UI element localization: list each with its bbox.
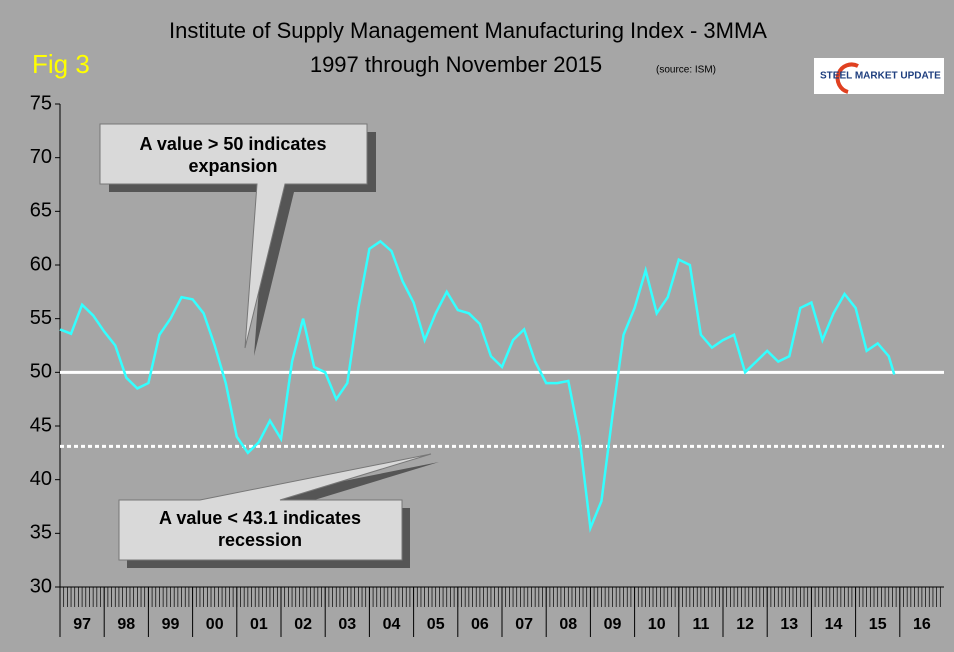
x-tick-label: 13 — [780, 616, 798, 633]
x-tick-label: 16 — [913, 616, 931, 633]
annotation: A value > 50 indicates expansion — [140, 134, 327, 176]
y-tick-label: 35 — [30, 522, 52, 544]
y-tick-label: 30 — [30, 575, 52, 597]
x-tick-label: 97 — [73, 616, 91, 633]
chart-subtitle: 1997 through November 2015 — [310, 52, 602, 77]
logo-swoosh — [835, 62, 859, 94]
x-tick-label: 09 — [604, 616, 622, 633]
y-tick-label: 55 — [30, 307, 52, 329]
x-tick-label: 03 — [338, 616, 356, 633]
y-tick-label: 65 — [30, 200, 52, 222]
x-tick-label: 14 — [825, 616, 843, 633]
logo-box — [814, 58, 944, 94]
y-tick-label: 75 — [30, 92, 52, 114]
y-tick-label: 45 — [30, 414, 52, 436]
x-tick-label: 07 — [515, 616, 533, 633]
x-tick-label: 12 — [736, 616, 754, 633]
annotation: A value < 43.1 indicates recession — [159, 508, 361, 550]
data-line — [59, 239, 896, 533]
x-tick-label: 15 — [869, 616, 887, 633]
figure-label: Fig 3 — [32, 49, 90, 79]
x-tick-label: 02 — [294, 616, 312, 633]
x-tick-label: 05 — [427, 616, 445, 633]
callout — [99, 123, 368, 349]
x-tick-label: 10 — [648, 616, 666, 633]
x-tick-label: 98 — [117, 616, 135, 633]
logo-text: STEEL MARKET UPDATE — [820, 71, 941, 82]
x-tick-label: 06 — [471, 616, 489, 633]
x-tick-label: 99 — [162, 616, 180, 633]
callout-shadow — [109, 132, 376, 356]
y-tick-label: 70 — [30, 146, 52, 168]
y-tick-label: 60 — [30, 253, 52, 275]
source: (source: ISM) — [656, 65, 716, 76]
x-tick-label: 08 — [559, 616, 577, 633]
x-tick-label: 11 — [692, 616, 709, 633]
x-tick-label: 04 — [383, 616, 401, 633]
y-tick-label: 40 — [30, 468, 52, 490]
chart-title: Institute of Supply Management Manufactu… — [169, 18, 767, 43]
x-tick-label: 00 — [206, 616, 224, 633]
x-tick-label: 01 — [250, 616, 268, 633]
y-tick-label: 50 — [30, 361, 52, 383]
callout — [118, 453, 432, 561]
